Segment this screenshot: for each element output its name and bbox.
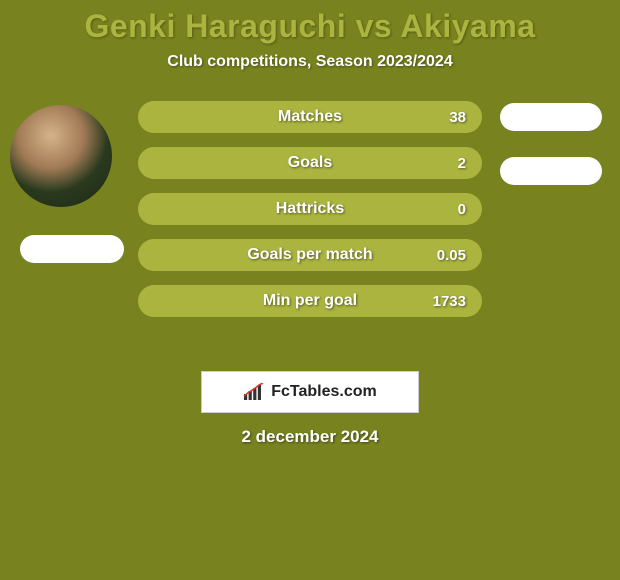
content-row: Matches 38 Goals 2 Hattricks 0 Goals per… xyxy=(0,101,620,361)
stat-value: 0.05 xyxy=(437,247,466,264)
stat-label: Goals per match xyxy=(247,246,372,264)
logo-chart-icon xyxy=(243,383,265,401)
comparison-card: Genki Haraguchi vs Akiyama Club competit… xyxy=(0,0,620,580)
stat-value: 1733 xyxy=(433,293,466,310)
pill-right-1 xyxy=(500,103,602,131)
logo-bar-4 xyxy=(258,385,261,400)
pill-right-2 xyxy=(500,157,602,185)
stat-label: Min per goal xyxy=(263,292,357,310)
stat-value: 38 xyxy=(449,109,466,126)
page-title: Genki Haraguchi vs Akiyama xyxy=(0,8,620,45)
stat-bar-mpg: Min per goal 1733 xyxy=(138,285,482,317)
stat-value: 2 xyxy=(458,155,466,172)
subtitle: Club competitions, Season 2023/2024 xyxy=(0,53,620,71)
stat-bar-hattricks: Hattricks 0 xyxy=(138,193,482,225)
stat-label: Matches xyxy=(278,108,342,126)
stat-label: Goals xyxy=(288,154,332,172)
stat-label: Hattricks xyxy=(276,200,344,218)
stat-bar-goals: Goals 2 xyxy=(138,147,482,179)
stat-value: 0 xyxy=(458,201,466,218)
pill-left xyxy=(20,235,124,263)
player-avatar-left xyxy=(10,105,112,207)
date-text: 2 december 2024 xyxy=(0,427,620,447)
logo-text: FcTables.com xyxy=(271,383,377,401)
logo-box: FcTables.com xyxy=(201,371,419,413)
stats-bars: Matches 38 Goals 2 Hattricks 0 Goals per… xyxy=(138,101,482,331)
stat-bar-matches: Matches 38 xyxy=(138,101,482,133)
stat-bar-gpm: Goals per match 0.05 xyxy=(138,239,482,271)
